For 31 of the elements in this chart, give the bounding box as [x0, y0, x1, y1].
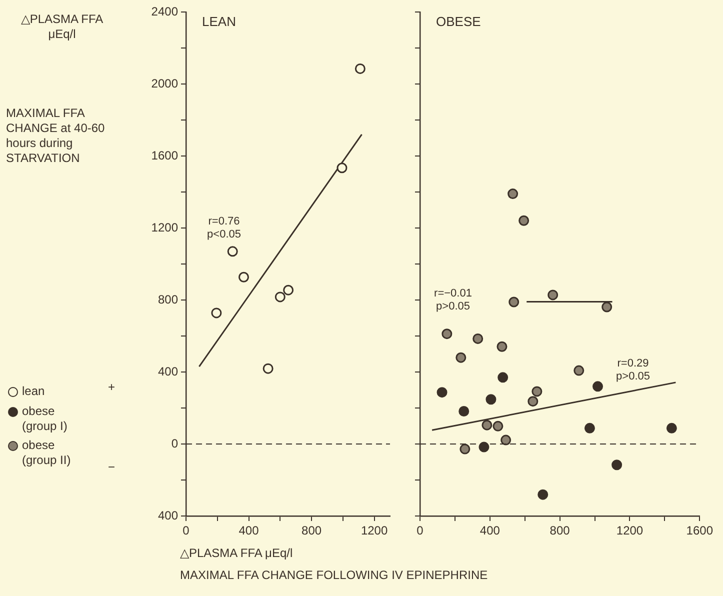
x-tick-label: 0 [182, 524, 190, 538]
chart-title: LEAN [202, 14, 236, 30]
text: − [108, 460, 116, 475]
x-tick-label: 1600 [686, 524, 714, 538]
text: MAXIMAL FFA CHANGE FOLLOWING IV EPINEPHRINE [180, 568, 489, 583]
y-axis-title: △PLASMA FFA μEq/l [20, 12, 104, 42]
y-tick-label: 2000 [151, 76, 178, 90]
legend-label: obese (group II) [22, 438, 72, 468]
x-tick-label: 1200 [360, 524, 388, 538]
legend-label: lean [22, 384, 45, 399]
y-tick-label: 400 [158, 508, 178, 522]
x-tick-label: 1200 [616, 524, 644, 538]
chart-title: OBESE [436, 14, 482, 30]
x-tick-label: 800 [550, 524, 570, 538]
y-tick-label: 0 [171, 436, 178, 450]
y-tick-label: 1200 [151, 220, 178, 234]
y-tick-label: 1600 [151, 148, 178, 162]
x-tick-label: 0 [416, 524, 424, 538]
x-tick-label: 400 [480, 524, 500, 538]
x-tick-label: 800 [302, 524, 322, 538]
y-tick-label: 400 [158, 364, 178, 378]
x-tick-label: 400 [238, 524, 260, 538]
x-axis-title: △PLASMA FFA μEq/l [180, 546, 294, 561]
legend-label: obese (group I) [22, 404, 68, 434]
y-tick-label: 800 [158, 292, 178, 306]
text: + [108, 380, 116, 395]
annotation: r=0.76 p<0.05 [207, 216, 241, 241]
annotation: r=−0.01 p>0.05 [434, 288, 472, 313]
y-tick-label: 2400 [151, 4, 178, 18]
text: MAXIMAL FFA CHANGE at 40-60 hours during STARVATION [6, 106, 106, 166]
annotation: r=0.29 p>0.05 [616, 358, 650, 383]
